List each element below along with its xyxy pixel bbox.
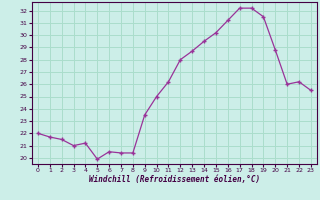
X-axis label: Windchill (Refroidissement éolien,°C): Windchill (Refroidissement éolien,°C) <box>89 175 260 184</box>
